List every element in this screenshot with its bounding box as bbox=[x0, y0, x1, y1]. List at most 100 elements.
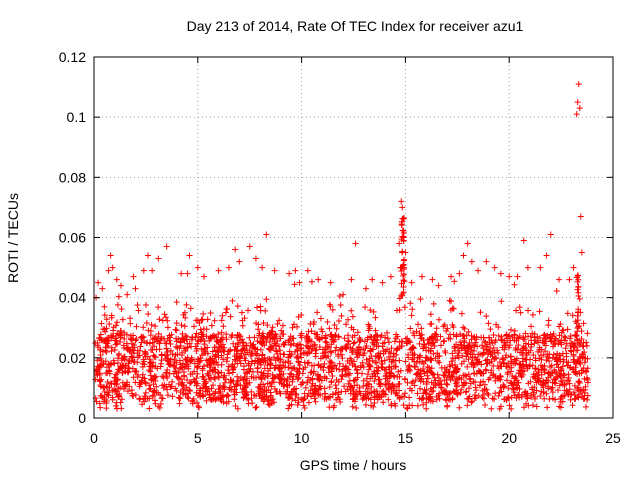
data-point bbox=[384, 329, 391, 336]
data-point bbox=[163, 340, 170, 347]
data-point bbox=[260, 381, 267, 388]
data-point bbox=[370, 337, 377, 344]
data-point bbox=[270, 379, 277, 386]
data-point bbox=[547, 231, 554, 238]
data-point bbox=[329, 336, 336, 343]
data-point bbox=[339, 345, 346, 352]
data-point bbox=[164, 386, 171, 393]
data-point bbox=[333, 376, 340, 383]
data-point bbox=[453, 388, 460, 395]
data-point bbox=[142, 379, 149, 386]
data-point bbox=[156, 316, 163, 323]
x-tick-label: 25 bbox=[605, 430, 621, 446]
data-point bbox=[346, 377, 353, 384]
data-point bbox=[220, 383, 227, 390]
data-point bbox=[544, 332, 551, 339]
data-point bbox=[246, 243, 253, 250]
data-point bbox=[478, 361, 485, 368]
data-point bbox=[192, 379, 199, 386]
data-point bbox=[241, 373, 248, 380]
data-point bbox=[224, 306, 231, 313]
data-point bbox=[172, 385, 179, 392]
data-point bbox=[277, 372, 284, 379]
data-point bbox=[483, 313, 490, 320]
data-point bbox=[410, 345, 417, 352]
data-point bbox=[193, 375, 200, 382]
data-point bbox=[234, 405, 241, 412]
data-point bbox=[521, 336, 528, 343]
data-point bbox=[362, 304, 369, 311]
data-point bbox=[470, 370, 477, 377]
data-point bbox=[108, 344, 115, 351]
data-point bbox=[446, 391, 453, 398]
data-point bbox=[517, 309, 524, 316]
data-point bbox=[225, 398, 232, 405]
data-point bbox=[490, 332, 497, 339]
data-point bbox=[317, 315, 324, 322]
data-point bbox=[525, 402, 532, 409]
data-point bbox=[288, 389, 295, 396]
data-point bbox=[307, 320, 314, 327]
data-point bbox=[545, 370, 552, 377]
data-point bbox=[450, 331, 457, 338]
data-point bbox=[407, 300, 414, 307]
data-point bbox=[495, 324, 502, 331]
data-point bbox=[161, 311, 168, 318]
data-point bbox=[276, 347, 283, 354]
data-point bbox=[423, 378, 430, 385]
data-point bbox=[272, 340, 279, 347]
data-point bbox=[577, 213, 584, 220]
data-point bbox=[452, 380, 459, 387]
data-point bbox=[265, 387, 272, 394]
data-point bbox=[152, 323, 159, 330]
data-point bbox=[194, 380, 201, 387]
data-point bbox=[538, 381, 545, 388]
data-point bbox=[211, 317, 218, 324]
data-point bbox=[360, 364, 367, 371]
data-point bbox=[472, 339, 479, 346]
data-point bbox=[434, 337, 441, 344]
data-point bbox=[520, 404, 527, 411]
data-point bbox=[173, 327, 180, 334]
data-point bbox=[476, 382, 483, 389]
data-point bbox=[571, 368, 578, 375]
data-point bbox=[475, 351, 482, 358]
data-point bbox=[312, 398, 319, 405]
data-point bbox=[570, 356, 577, 363]
data-point bbox=[384, 335, 391, 342]
data-point bbox=[401, 304, 408, 311]
data-point bbox=[454, 352, 461, 359]
data-point bbox=[447, 363, 454, 370]
data-point bbox=[488, 405, 495, 412]
data-point bbox=[296, 365, 303, 372]
data-point bbox=[413, 370, 420, 377]
data-point bbox=[514, 346, 521, 353]
data-point bbox=[115, 331, 122, 338]
data-point bbox=[513, 377, 520, 384]
data-point bbox=[292, 390, 299, 397]
data-point bbox=[486, 334, 493, 341]
data-point bbox=[433, 331, 440, 338]
data-point bbox=[444, 381, 451, 388]
data-point bbox=[273, 388, 280, 395]
data-point bbox=[423, 405, 430, 412]
data-point bbox=[207, 364, 214, 371]
data-point bbox=[144, 252, 151, 259]
data-point bbox=[252, 404, 259, 411]
data-point bbox=[558, 341, 565, 348]
data-point bbox=[239, 336, 246, 343]
data-point bbox=[574, 385, 581, 392]
data-point bbox=[266, 331, 273, 338]
data-point bbox=[395, 368, 402, 375]
data-point bbox=[194, 399, 201, 406]
data-point bbox=[227, 376, 234, 383]
data-point bbox=[535, 348, 542, 355]
data-point bbox=[556, 352, 563, 359]
data-point bbox=[194, 363, 201, 370]
data-point bbox=[371, 377, 378, 384]
data-point bbox=[419, 273, 426, 280]
data-point bbox=[331, 362, 338, 369]
data-point bbox=[518, 393, 525, 400]
data-point bbox=[340, 291, 347, 298]
data-point bbox=[485, 350, 492, 357]
